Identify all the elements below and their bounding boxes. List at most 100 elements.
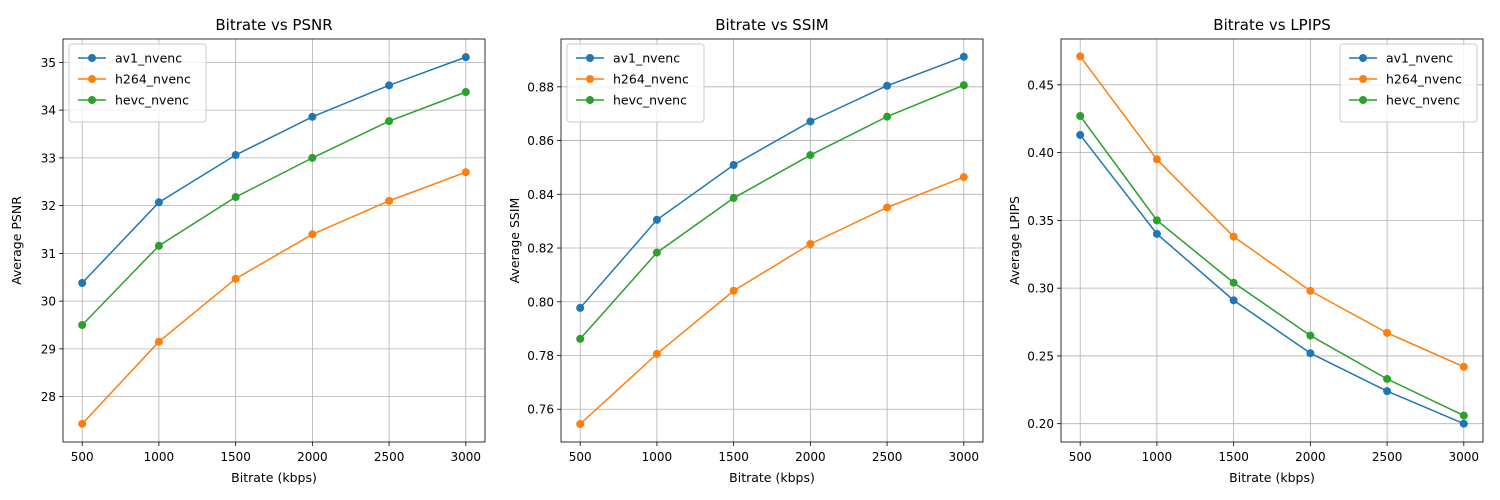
x-tick-label: 1500 [718, 450, 749, 464]
legend: av1_nvenc h264_nvenc hevc_nvenc [566, 43, 705, 123]
data-point-av1-nvenc [959, 52, 968, 61]
legend-box [68, 43, 207, 123]
legend-entry-av1-nvenc: av1_nvenc [613, 51, 680, 66]
y-tick-label: 0.80 [527, 295, 554, 309]
data-point-h264-nvenc [231, 274, 240, 283]
data-point-hevc-nvenc [385, 117, 394, 126]
legend-entry-h264-nvenc: h264_nvenc [613, 72, 689, 87]
data-point-hevc-nvenc [1229, 278, 1238, 287]
data-point-hevc-nvenc [959, 81, 968, 90]
series-line-av1-nvenc [81, 56, 467, 284]
x-tick-label: 2500 [872, 450, 903, 464]
y-tick-label: 0.82 [527, 242, 554, 256]
series-line-hevc-nvenc [579, 84, 965, 340]
data-point-h264-nvenc [154, 337, 163, 346]
x-tick-label: 500 [569, 450, 592, 464]
x-axis-label: Bitrate (kbps) [729, 470, 815, 485]
x-tick-label: 1500 [1218, 450, 1249, 464]
data-point-h264-nvenc [1459, 362, 1468, 371]
x-tick-label: 1000 [144, 450, 175, 464]
legend-marker-hevc-nvenc [586, 96, 594, 104]
series-line-h264-nvenc [81, 171, 467, 425]
legend-entry-hevc-nvenc: hevc_nvenc [1386, 93, 1460, 108]
series-line-av1-nvenc [579, 56, 965, 309]
data-point-h264-nvenc [385, 196, 394, 205]
data-point-hevc-nvenc [652, 248, 661, 257]
data-point-h264-nvenc [461, 168, 470, 177]
legend-entry-av1-nvenc: av1_nvenc [115, 51, 182, 66]
chart-title: Bitrate vs LPIPS [1213, 16, 1330, 34]
x-tick-label: 1000 [1142, 450, 1173, 464]
data-point-hevc-nvenc [1076, 111, 1085, 120]
x-axis-label: Bitrate (kbps) [1229, 470, 1315, 485]
x-tick-label: 2500 [1372, 450, 1403, 464]
data-point-hevc-nvenc [1383, 374, 1392, 383]
y-tick-label: 0.78 [527, 349, 554, 363]
y-axis-label: Average SSIM [507, 198, 522, 284]
y-axis-label: Average PSNR [9, 196, 24, 285]
legend-marker-av1-nvenc [88, 54, 96, 62]
chart-panel-3: 500 1000 1500 2000 2500 3000 0.20 0.25 0.30 0.35 0… [1007, 16, 1484, 485]
legend-marker-hevc-nvenc [1359, 96, 1367, 104]
data-point-av1-nvenc [729, 161, 738, 170]
legend-entry-av1-nvenc: av1_nvenc [1386, 51, 1453, 66]
y-tick-label: 0.45 [1027, 78, 1054, 92]
y-axis-label: Average LPIPS [1007, 196, 1022, 285]
legend-marker-hevc-nvenc [88, 96, 96, 104]
data-point-av1-nvenc [385, 81, 394, 90]
x-tick-label: 500 [1069, 450, 1092, 464]
data-point-av1-nvenc [461, 53, 470, 62]
legend-box [1339, 43, 1478, 123]
legend-entry-hevc-nvenc: hevc_nvenc [613, 93, 687, 108]
chart-title: Bitrate vs PSNR [215, 16, 332, 34]
data-point-hevc-nvenc [231, 193, 240, 202]
data-point-h264-nvenc [78, 419, 87, 428]
x-tick-label: 2000 [795, 450, 826, 464]
legend-box [566, 43, 705, 123]
data-point-h264-nvenc [1383, 328, 1392, 337]
data-point-h264-nvenc [1152, 155, 1161, 164]
data-point-av1-nvenc [154, 198, 163, 207]
data-point-hevc-nvenc [461, 88, 470, 97]
y-tick-label: 34 [41, 104, 56, 118]
x-tick-label: 3000 [451, 450, 482, 464]
data-point-av1-nvenc [78, 278, 87, 287]
data-point-hevc-nvenc [1152, 216, 1161, 225]
data-point-h264-nvenc [883, 203, 892, 212]
y-tick-label: 31 [41, 247, 56, 261]
data-point-av1-nvenc [1229, 296, 1238, 305]
x-tick-label: 2000 [1295, 450, 1326, 464]
data-point-h264-nvenc [1229, 232, 1238, 241]
data-point-hevc-nvenc [78, 321, 87, 330]
x-tick-label: 1500 [220, 450, 251, 464]
data-point-h264-nvenc [959, 173, 968, 182]
series-line-hevc-nvenc [81, 91, 467, 326]
data-point-av1-nvenc [576, 303, 585, 312]
y-tick-label: 0.76 [527, 403, 554, 417]
legend-marker-av1-nvenc [1359, 54, 1367, 62]
legend-entry-h264-nvenc: h264_nvenc [1386, 72, 1462, 87]
data-point-h264-nvenc [1076, 52, 1085, 61]
data-point-av1-nvenc [1383, 387, 1392, 396]
data-point-av1-nvenc [1152, 229, 1161, 238]
data-point-av1-nvenc [1459, 419, 1468, 428]
legend-marker-h264-nvenc [88, 75, 96, 83]
y-tick-label: 28 [41, 390, 56, 404]
y-tick-label: 29 [41, 342, 56, 356]
legend-entry-h264-nvenc: h264_nvenc [115, 72, 191, 87]
y-tick-label: 33 [41, 151, 56, 165]
data-point-hevc-nvenc [883, 112, 892, 121]
data-point-hevc-nvenc [154, 241, 163, 250]
series-line-hevc-nvenc [1079, 115, 1465, 417]
data-point-h264-nvenc [576, 419, 585, 428]
data-point-hevc-nvenc [308, 153, 317, 162]
x-tick-label: 2000 [297, 450, 328, 464]
legend-marker-h264-nvenc [586, 75, 594, 83]
plot-frame [1060, 38, 1484, 443]
x-axis-label: Bitrate (kbps) [231, 470, 317, 485]
data-point-h264-nvenc [308, 230, 317, 239]
data-point-av1-nvenc [231, 151, 240, 160]
x-tick-label: 3000 [949, 450, 980, 464]
x-tick-label: 2500 [374, 450, 405, 464]
